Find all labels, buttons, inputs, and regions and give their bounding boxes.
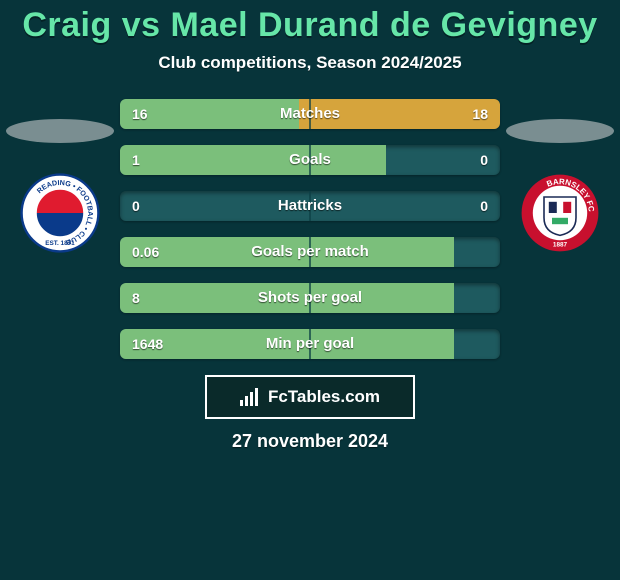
stat-row: 1648Min per goal [120,329,500,359]
stat-rows: 1618Matches 10Goals 00Hattricks 0.06Goals p… [120,99,500,359]
stat-label: Min per goal [120,329,500,359]
club-badge-right: BARNSLEY FC 1887 [520,173,600,253]
subtitle: Club competitions, Season 2024/2025 [0,53,620,73]
stat-row: 1618Matches [120,99,500,129]
shield-base [552,218,568,224]
badge-year: 1887 [553,242,568,249]
badge-shield [544,197,576,235]
player-shadow-left [6,119,114,143]
stat-label: Hattricks [120,191,500,221]
stat-row: 0.06Goals per match [120,237,500,267]
content-area: READING • FOOTBALL • CLUB EST. 1871 BARN… [0,99,620,359]
stat-label: Shots per goal [120,283,500,313]
stat-label: Goals [120,145,500,175]
shield-figure-left [549,202,557,213]
club-badge-left: READING • FOOTBALL • CLUB EST. 1871 [20,173,100,253]
attribution-badge: FcTables.com [205,375,415,419]
reading-badge-icon: READING • FOOTBALL • CLUB EST. 1871 [20,173,100,253]
stat-row: 8Shots per goal [120,283,500,313]
badge-est-text: EST. 1871 [45,240,75,247]
attribution-text: FcTables.com [268,387,380,407]
shield-figure-right [563,202,571,213]
stat-label: Goals per match [120,237,500,267]
fctables-logo-icon [240,388,262,406]
stat-row: 00Hattricks [120,191,500,221]
page-title: Craig vs Mael Durand de Gevigney [0,6,620,45]
barnsley-badge-icon: BARNSLEY FC 1887 [520,173,600,253]
player-shadow-right [506,119,614,143]
date-text: 27 november 2024 [0,431,620,452]
stat-label: Matches [120,99,500,129]
stat-row: 10Goals [120,145,500,175]
comparison-card: Craig vs Mael Durand de Gevigney Club co… [0,0,620,580]
